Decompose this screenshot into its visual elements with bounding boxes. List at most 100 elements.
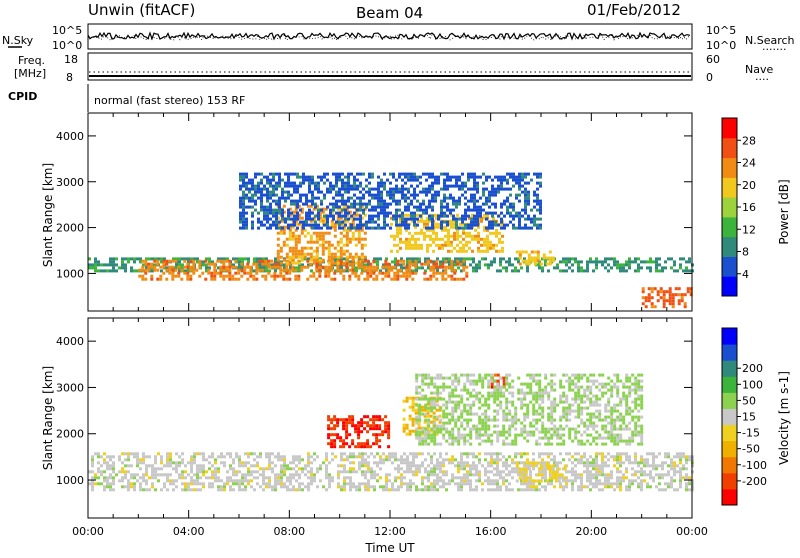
data-cell (175, 470, 178, 473)
data-cell (340, 253, 343, 256)
data-cell (478, 407, 481, 410)
data-cell (493, 419, 496, 422)
data-cell (418, 440, 421, 443)
data-cell (640, 488, 643, 491)
data-cell (371, 206, 374, 209)
data-cell (220, 488, 223, 491)
data-cell (211, 482, 214, 485)
data-cell (489, 247, 492, 250)
data-cell (610, 257, 613, 260)
data-cell (519, 257, 522, 260)
data-cell (253, 464, 256, 467)
data-cell (488, 191, 491, 194)
data-cell (214, 461, 217, 464)
data-cell (527, 194, 530, 197)
data-cell (349, 488, 352, 491)
data-cell (601, 461, 604, 464)
data-cell (502, 455, 505, 458)
data-cell (490, 458, 493, 461)
data-cell (495, 229, 498, 232)
data-cell (534, 263, 537, 266)
data-cell (441, 238, 444, 241)
data-cell (619, 458, 622, 461)
data-cell (649, 266, 652, 269)
data-cell (451, 455, 454, 458)
data-cell (383, 212, 386, 215)
data-cell (328, 473, 331, 476)
data-cell (371, 197, 374, 200)
data-cell (356, 179, 359, 182)
data-cell (586, 263, 589, 266)
data-cell (500, 179, 503, 182)
data-cell (499, 257, 502, 260)
data-cell (429, 275, 432, 278)
data-cell (431, 182, 434, 185)
data-cell (196, 467, 199, 470)
data-cell (445, 440, 448, 443)
data-cell (446, 197, 449, 200)
data-cell (199, 476, 202, 479)
data-cell (295, 247, 298, 250)
data-cell (496, 458, 499, 461)
data-cell (257, 182, 260, 185)
data-cell (512, 185, 515, 188)
data-cell (607, 485, 610, 488)
data-cell (293, 215, 296, 218)
data-cell (384, 424, 387, 427)
data-cell (589, 461, 592, 464)
data-cell (448, 434, 451, 437)
data-cell (320, 176, 323, 179)
data-cell (433, 467, 436, 470)
data-cell (658, 464, 661, 467)
data-cell (496, 473, 499, 476)
data-cell (616, 476, 619, 479)
data-cell (522, 471, 525, 474)
data-cell (150, 275, 153, 278)
data-cell (311, 197, 314, 200)
data-cell (505, 416, 508, 419)
data-cell (272, 173, 275, 176)
data-cell (292, 485, 295, 488)
data-cell (386, 212, 389, 215)
data-cell (568, 458, 571, 461)
data-cell (536, 197, 539, 200)
data-cell (470, 209, 473, 212)
data-cell (405, 238, 408, 241)
data-cell (532, 488, 535, 491)
data-cell (426, 260, 429, 263)
data-cell (449, 194, 452, 197)
data-cell (181, 452, 184, 455)
data-cell (345, 442, 348, 445)
data-cell (457, 419, 460, 422)
data-cell (290, 182, 293, 185)
data-cell (568, 470, 571, 473)
data-cell (524, 191, 527, 194)
data-cell (292, 476, 295, 479)
data-cell (670, 266, 673, 269)
data-cell (121, 485, 124, 488)
data-cell (536, 194, 539, 197)
data-cell (408, 269, 411, 272)
data-cell (328, 253, 331, 256)
data-cell (598, 488, 601, 491)
data-cell (222, 269, 225, 272)
data-cell (565, 257, 568, 260)
data-cell (473, 197, 476, 200)
data-cell (269, 224, 272, 227)
data-cell (400, 461, 403, 464)
data-cell (679, 458, 682, 461)
data-cell (328, 479, 331, 482)
data-cell (512, 176, 515, 179)
data-cell (190, 461, 193, 464)
data-cell (628, 488, 631, 491)
data-cell (655, 260, 658, 263)
data-cell (466, 452, 469, 455)
data-cell (375, 418, 378, 421)
data-cell (562, 488, 565, 491)
data-cell (335, 212, 338, 215)
data-cell (359, 203, 362, 206)
data-cell (439, 374, 442, 377)
data-cell (481, 419, 484, 422)
y-tick-label: 3000 (56, 176, 84, 189)
data-cell (658, 257, 661, 260)
